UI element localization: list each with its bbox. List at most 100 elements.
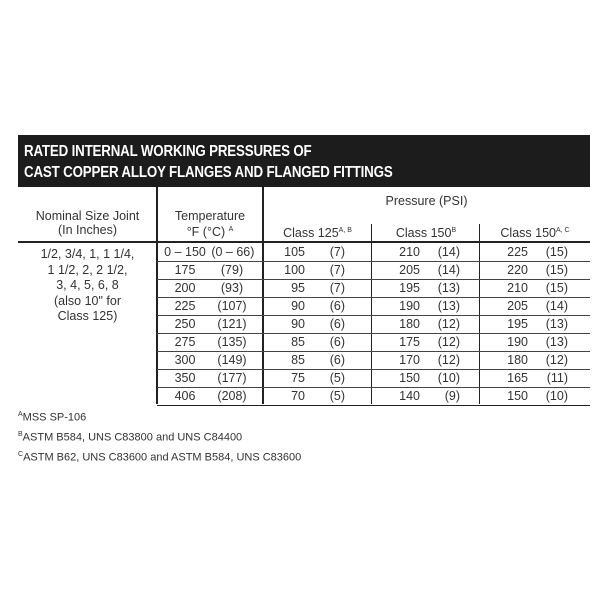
- psi-value: 180: [507, 353, 528, 367]
- footnote: AMSS SP-106: [18, 411, 86, 424]
- psi-value: 70: [291, 389, 305, 403]
- footnote-mark: A: [18, 411, 23, 418]
- temp-cell: 175 (79): [157, 261, 263, 279]
- row-rule: [157, 405, 590, 406]
- temp-f: 300: [174, 353, 196, 367]
- psi-value: 195: [399, 281, 420, 295]
- temp-f: 275: [174, 335, 196, 349]
- class-sup: B: [451, 227, 457, 234]
- size-line: (also 10" for: [54, 293, 121, 308]
- pressure-cell: 210 (14): [372, 243, 480, 261]
- bar-value: (5): [329, 371, 345, 385]
- row-rule: [157, 333, 590, 334]
- pressure-cell: 140 (9): [372, 387, 480, 405]
- pressure-cell: 100 (7): [263, 261, 372, 279]
- temp-c: (177): [217, 371, 247, 385]
- bar-value: (7): [329, 281, 345, 295]
- pressure-cell: 90 (6): [263, 315, 372, 333]
- size-line: Class 125): [57, 309, 118, 323]
- bar-value: (11): [546, 371, 568, 385]
- pressure-header: Pressure (PSI): [385, 194, 468, 208]
- temp-header: Temperature °F (°C) A: [157, 209, 263, 239]
- temp-f: 406: [174, 389, 196, 403]
- psi-value: 150: [507, 389, 528, 403]
- psi-value: 95: [291, 281, 305, 295]
- pressure-cell: 85 (6): [263, 333, 372, 351]
- temp-f: 0 – 150: [164, 245, 206, 259]
- divider: [156, 187, 158, 404]
- bar-value: (12): [545, 353, 568, 367]
- pressure-cell: 205 (14): [372, 261, 480, 279]
- title-line-1: RATED INTERNAL WORKING PRESSURES OF: [24, 143, 312, 160]
- bar-value: (13): [437, 281, 460, 295]
- temp-f: 350: [174, 371, 196, 385]
- temp-cell: 406 (208): [157, 387, 263, 405]
- pressure-cell: 195 (13): [480, 315, 590, 333]
- bar-value: (15): [545, 245, 568, 259]
- pressure-cell: 105 (7): [263, 243, 372, 261]
- class-sup: A, B: [338, 227, 352, 234]
- bar-value: (15): [545, 263, 568, 277]
- temp-c: (121): [217, 317, 247, 331]
- temp-cell: 250 (121): [157, 315, 263, 333]
- psi-value: 105: [284, 245, 305, 259]
- bar-value: (12): [437, 353, 460, 367]
- class-label: Class 150: [395, 226, 452, 241]
- temp-f: 200: [174, 281, 196, 295]
- temp-cell: 0 – 150 (0 – 66): [157, 243, 263, 261]
- row-rule: [157, 351, 590, 352]
- psi-value: 140: [399, 389, 420, 403]
- pressure-cell: 225 (15): [480, 243, 590, 261]
- temp-c: (135): [217, 335, 247, 349]
- bar-value: (7): [329, 245, 345, 259]
- bar-value: (6): [329, 299, 345, 313]
- temp-f: 225: [174, 299, 196, 313]
- footnote-mark: B: [18, 431, 23, 438]
- psi-value: 100: [284, 263, 305, 277]
- bar-value: (6): [329, 335, 345, 349]
- size-header-line1: Nominal Size Joint: [35, 209, 140, 223]
- temp-c: (208): [217, 389, 247, 403]
- footnote-text: ASTM B62, UNS C83600 and ASTM B584, UNS …: [23, 451, 302, 464]
- pressure-cell: 180 (12): [480, 351, 590, 369]
- temp-sup: A: [228, 226, 234, 233]
- bar-value: (7): [329, 263, 345, 277]
- footnote: BASTM B584, UNS C83800 and UNS C84400: [18, 431, 242, 444]
- bar-value: (6): [329, 353, 345, 367]
- title-line-2: CAST COPPER ALLOY FLANGES AND FLANGED FI…: [24, 164, 393, 181]
- pressure-cell: 170 (12): [372, 351, 480, 369]
- pressure-cell: 205 (14): [480, 297, 590, 315]
- size-line: 1 1/2, 2, 2 1/2,: [47, 262, 128, 277]
- temp-f: 250: [174, 317, 196, 331]
- size-line: 3, 4, 5, 6, 8: [56, 278, 119, 292]
- psi-value: 180: [399, 317, 420, 331]
- divider: [371, 224, 372, 404]
- temp-cell: 300 (149): [157, 351, 263, 369]
- psi-value: 90: [291, 317, 305, 331]
- footnote: CASTM B62, UNS C83600 and ASTM B584, UNS…: [18, 451, 301, 464]
- psi-value: 85: [291, 353, 305, 367]
- pressure-cell: 75 (5): [263, 369, 372, 387]
- temp-c: (107): [217, 299, 247, 313]
- temp-header-line1: Temperature: [174, 209, 246, 223]
- pressure-cell: 175 (12): [372, 333, 480, 351]
- size-header: Nominal Size Joint (In Inches): [18, 209, 157, 237]
- pressure-cell: 70 (5): [263, 387, 372, 405]
- psi-value: 210: [507, 281, 528, 295]
- row-rule: [157, 369, 590, 370]
- pressure-cell: 95 (7): [263, 279, 372, 297]
- temp-header-line2: °F (°C): [186, 225, 226, 240]
- table-title: RATED INTERNAL WORKING PRESSURES OF CAST…: [18, 135, 590, 187]
- temp-c: (93): [220, 281, 244, 295]
- bar-value: (10): [545, 389, 568, 403]
- bar-value: (10): [437, 371, 460, 385]
- psi-value: 175: [399, 335, 420, 349]
- psi-value: 205: [399, 263, 420, 277]
- temp-f: 175: [174, 263, 196, 277]
- psi-value: 150: [399, 371, 420, 385]
- pressure-cell: 165 (11): [480, 369, 590, 387]
- row-rule: [157, 297, 590, 298]
- bar-value: (12): [437, 317, 460, 331]
- temp-cell: 200 (93): [157, 279, 263, 297]
- row-rule: [157, 279, 590, 280]
